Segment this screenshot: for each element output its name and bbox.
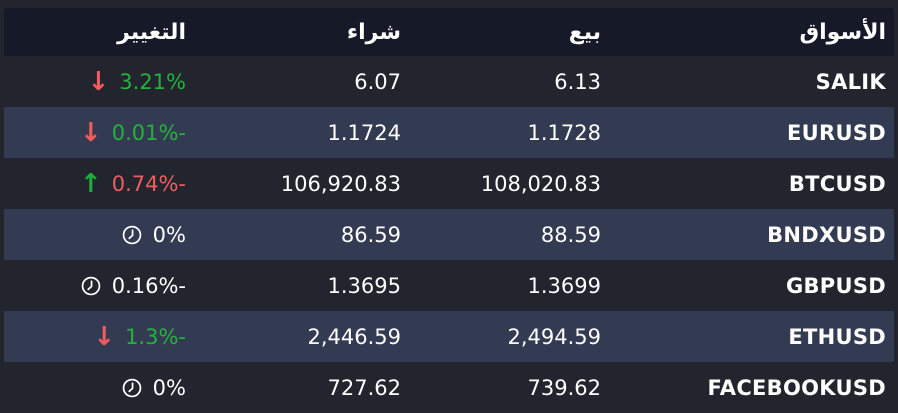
market-row[interactable]: SALIK 6.13 6.07 3.21% ↓ ↑ [4, 56, 894, 107]
buy-price: 727.62 [327, 375, 401, 400]
column-header-change: التغيير [117, 19, 186, 45]
change-percent: 0.01%- [111, 120, 186, 145]
table-header-row: الأسواق بيع شراء التغيير [4, 8, 894, 56]
market-row[interactable]: EURUSD 1.1728 1.1724 0.01%- ↓ ↑ [4, 107, 894, 158]
sell-price: 108,020.83 [480, 171, 601, 196]
buy-price: 1.3695 [327, 273, 401, 298]
market-symbol: EURUSD [787, 120, 886, 145]
column-header-markets: الأسواق [799, 19, 886, 45]
market-symbol: BTCUSD [788, 171, 886, 196]
market-symbol: BNDXUSD [767, 222, 886, 247]
up-arrow-icon: ↑ [79, 168, 102, 199]
sell-price: 88.59 [540, 222, 601, 247]
market-symbol: FACEBOOKUSD [707, 375, 886, 400]
market-symbol: GBPUSD [785, 273, 886, 298]
buy-price: 6.07 [354, 69, 401, 94]
clock-icon [121, 224, 143, 246]
buy-price: 106,920.83 [280, 171, 401, 196]
sell-price: 1.1728 [527, 120, 601, 145]
change-cell: 1.3%- ↓ ↑ [4, 324, 194, 350]
sell-price: 1.3699 [527, 273, 601, 298]
market-symbol: SALIK [815, 69, 886, 94]
market-row[interactable]: ETHUSD 2,494.59 2,446.59 1.3%- ↓ ↑ [4, 311, 894, 362]
change-percent: 0.74%- [111, 171, 186, 196]
down-arrow-icon: ↓ [79, 117, 102, 148]
change-percent: 1.3%- [125, 324, 186, 349]
sell-price: 6.13 [554, 69, 601, 94]
change-percent: 0% [152, 375, 186, 400]
change-cell: 0.16%- ↓ ↑ [4, 274, 194, 298]
market-row[interactable]: BTCUSD 108,020.83 106,920.83 0.74%- ↓ ↑ [4, 158, 894, 209]
change-cell: 0% ↓ ↑ [4, 376, 194, 400]
sell-price: 739.62 [527, 375, 601, 400]
market-row[interactable]: GBPUSD 1.3699 1.3695 0.16%- ↓ ↑ [4, 260, 894, 311]
sell-price: 2,494.59 [507, 324, 601, 349]
buy-price: 2,446.59 [307, 324, 401, 349]
clock-icon [80, 275, 102, 297]
buy-price: 86.59 [340, 222, 401, 247]
down-arrow-icon: ↓ [87, 66, 110, 97]
change-percent: 0% [152, 222, 186, 247]
market-row[interactable]: FACEBOOKUSD 739.62 727.62 0% ↓ ↑ [4, 362, 894, 413]
change-cell: 0.01%- ↓ ↑ [4, 120, 194, 146]
market-symbol: ETHUSD [788, 324, 886, 349]
change-percent: 3.21% [119, 69, 186, 94]
change-cell: 0.74%- ↓ ↑ [4, 171, 194, 197]
table-body: SALIK 6.13 6.07 3.21% ↓ ↑ EURUSD 1.1728 … [4, 56, 894, 413]
column-header-sell: بيع [568, 19, 601, 45]
down-arrow-icon: ↓ [93, 321, 116, 352]
change-cell: 0% ↓ ↑ [4, 223, 194, 247]
change-percent: 0.16%- [111, 273, 186, 298]
clock-icon [121, 377, 143, 399]
column-header-buy: شراء [346, 19, 401, 45]
buy-price: 1.1724 [327, 120, 401, 145]
market-row[interactable]: BNDXUSD 88.59 86.59 0% ↓ ↑ [4, 209, 894, 260]
change-cell: 3.21% ↓ ↑ [4, 69, 194, 95]
